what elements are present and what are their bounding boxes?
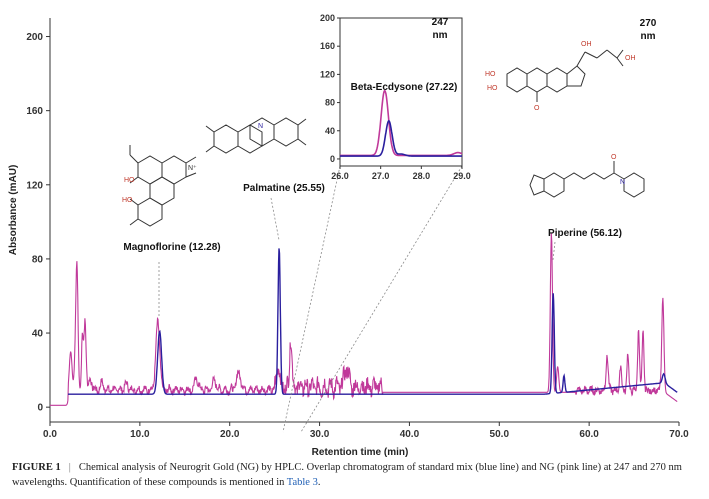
- inset-x-tick-label: 27.0: [372, 171, 390, 181]
- hplc-chromatogram: 0.0 10.0 20.0 30.0 40.0 50.0 60.0 70.0 0 40 80 120 1…: [8, 13, 689, 458]
- leader-lines: [158, 165, 556, 433]
- inset-frame: [339, 17, 463, 167]
- y-tick-label: 120: [26, 180, 43, 191]
- peak-label-magnoflorine: Magnoflorine (12.28): [123, 242, 220, 253]
- carbonyl-glyph: O: [534, 105, 540, 112]
- y-axis-title: Absorbance (mAU): [8, 165, 19, 256]
- y-tick-label: 40: [32, 329, 44, 340]
- magnoflorine-structure: HO HO N⁺: [122, 145, 197, 227]
- piperine-structure: O N: [529, 154, 645, 198]
- palmatine-structure: N: [205, 117, 307, 154]
- nitrogen-glyph: N⁺: [188, 165, 197, 172]
- inset-series-standard-mix-line: [340, 119, 462, 157]
- nitrogen-glyph: N: [258, 123, 263, 130]
- x-tick-label: 60.0: [579, 429, 599, 440]
- caption-end: .: [317, 477, 321, 488]
- series-standard-mix-line: [68, 248, 678, 395]
- inset-y-tick-label: 40: [325, 126, 335, 136]
- hydroxyl-glyph: OH: [625, 55, 636, 62]
- caption-separator: |: [68, 462, 71, 473]
- caption-label: FIGURE 1: [12, 462, 61, 473]
- inset-chart: 26.0 27.0 28.0 29.0 0 40 80 120 160 200 247 nm Be…: [320, 13, 471, 181]
- peak-label-palmatine: Palmatine (25.55): [243, 183, 325, 194]
- inset-y-tick-label: 120: [320, 69, 335, 79]
- wavelength-270-unit: nm: [641, 31, 656, 42]
- y-tick-label: 80: [32, 254, 44, 265]
- figure-caption: FIGURE 1 | Chemical analysis of Neurogrit …: [12, 460, 702, 490]
- y-tick-label: 0: [37, 403, 43, 414]
- wavelength-247-unit: nm: [433, 30, 448, 41]
- series-ng-line: [50, 233, 678, 406]
- inset-x-tick-label: 26.0: [331, 171, 349, 181]
- main-axes: 0.0 10.0 20.0 30.0 40.0 50.0 60.0 70.0 0 40 80 120 1…: [26, 18, 689, 440]
- x-tick-label: 70.0: [669, 429, 689, 440]
- hydroxyl-glyph: HO: [122, 197, 133, 204]
- nitrogen-glyph: N: [620, 179, 625, 186]
- leader-palmatine: [270, 197, 280, 241]
- caption-text: Chemical analysis of Neurogrit Gold (NG)…: [12, 462, 682, 488]
- x-tick-label: 40.0: [400, 429, 420, 440]
- inset-y-tick-label: 200: [320, 13, 335, 23]
- inset-x-tick-label: 28.0: [413, 171, 431, 181]
- inset-y-tick-label: 0: [330, 154, 335, 164]
- inset-axes: 26.0 27.0 28.0 29.0 0 40 80 120 160 200: [320, 13, 471, 181]
- inset-x-tick-label: 29.0: [453, 171, 471, 181]
- inset-traces: [340, 89, 463, 157]
- inset-y-tick-label: 80: [325, 98, 335, 108]
- wavelength-270-value: 270: [640, 18, 657, 29]
- x-tick-label: 30.0: [310, 429, 330, 440]
- hydroxyl-glyph: HO: [487, 85, 498, 92]
- peak-label-beta-ecdysone: Beta-Ecdysone (27.22): [351, 82, 458, 93]
- x-tick-label: 50.0: [490, 429, 510, 440]
- x-tick-label: 10.0: [130, 429, 150, 440]
- x-axis-title: Retention time (min): [312, 447, 409, 458]
- inset-y-tick-label: 160: [320, 41, 335, 51]
- x-tick-label: 0.0: [43, 429, 57, 440]
- caption-table-link[interactable]: Table 3: [286, 477, 318, 488]
- ecdysone-structure: HO HO O OH OH: [485, 41, 636, 112]
- main-traces: [50, 233, 678, 406]
- wavelength-247-value: 247: [432, 17, 449, 28]
- carbonyl-glyph: O: [611, 154, 617, 161]
- inset-zoom-left: [282, 165, 341, 433]
- y-tick-label: 160: [26, 106, 43, 117]
- leader-piperine: [552, 241, 556, 261]
- peak-label-piperine: Piperine (56.12): [548, 228, 622, 239]
- hydroxyl-glyph: HO: [124, 177, 135, 184]
- hydroxyl-glyph: OH: [581, 41, 592, 48]
- hydroxyl-glyph: HO: [485, 71, 496, 78]
- y-tick-label: 200: [26, 32, 43, 43]
- x-tick-label: 20.0: [220, 429, 240, 440]
